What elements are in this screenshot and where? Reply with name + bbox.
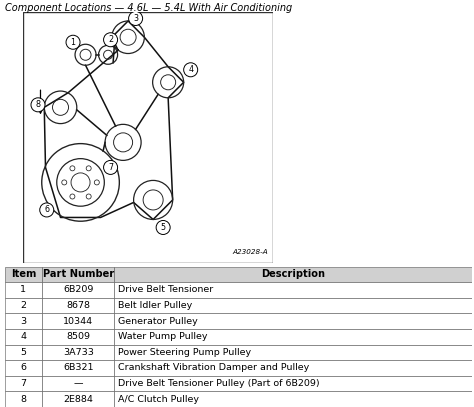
Bar bbox=[114, 298, 472, 313]
Text: 7: 7 bbox=[20, 379, 27, 388]
Text: 3: 3 bbox=[20, 317, 27, 326]
Circle shape bbox=[183, 63, 198, 77]
Text: Part Number: Part Number bbox=[43, 269, 114, 279]
Bar bbox=[42, 282, 114, 298]
Text: 6B321: 6B321 bbox=[63, 363, 93, 372]
Text: A/C Clutch Pulley: A/C Clutch Pulley bbox=[118, 395, 199, 404]
Text: 3A733: 3A733 bbox=[63, 348, 94, 357]
Bar bbox=[5, 360, 42, 376]
Text: Water Pump Pulley: Water Pump Pulley bbox=[118, 332, 208, 341]
Bar bbox=[5, 392, 42, 407]
Circle shape bbox=[156, 221, 170, 234]
Text: Crankshaft Vibration Damper and Pulley: Crankshaft Vibration Damper and Pulley bbox=[118, 363, 310, 372]
Bar bbox=[42, 360, 114, 376]
Text: —: — bbox=[73, 379, 83, 388]
Text: Description: Description bbox=[261, 269, 325, 279]
Text: 8: 8 bbox=[36, 100, 40, 109]
Text: 2: 2 bbox=[20, 301, 27, 310]
Bar bbox=[42, 313, 114, 329]
Text: Generator Pulley: Generator Pulley bbox=[118, 317, 198, 326]
Bar bbox=[114, 329, 472, 345]
Bar bbox=[5, 329, 42, 345]
Bar bbox=[42, 267, 114, 282]
Circle shape bbox=[66, 35, 80, 49]
Text: 8509: 8509 bbox=[66, 332, 90, 341]
Circle shape bbox=[128, 11, 143, 26]
Text: A23028-A: A23028-A bbox=[233, 249, 269, 255]
Bar bbox=[114, 267, 472, 282]
Text: 3: 3 bbox=[133, 14, 138, 23]
Bar bbox=[5, 313, 42, 329]
Bar bbox=[42, 376, 114, 392]
Text: 4: 4 bbox=[188, 65, 193, 74]
Text: 4: 4 bbox=[20, 332, 27, 341]
Text: 1: 1 bbox=[71, 38, 75, 47]
Bar bbox=[114, 313, 472, 329]
Text: Item: Item bbox=[11, 269, 36, 279]
Circle shape bbox=[40, 203, 54, 217]
Text: 6: 6 bbox=[20, 363, 27, 372]
Text: Drive Belt Tensioner Pulley (Part of 6B209): Drive Belt Tensioner Pulley (Part of 6B2… bbox=[118, 379, 320, 388]
Bar bbox=[42, 392, 114, 407]
Bar bbox=[42, 329, 114, 345]
Text: 8: 8 bbox=[20, 395, 27, 404]
Bar bbox=[5, 267, 42, 282]
Text: 8678: 8678 bbox=[66, 301, 90, 310]
Bar bbox=[114, 360, 472, 376]
Text: 2: 2 bbox=[108, 35, 113, 44]
Text: 5: 5 bbox=[161, 223, 166, 232]
Text: 10344: 10344 bbox=[63, 317, 93, 326]
Text: 5: 5 bbox=[20, 348, 27, 357]
Bar bbox=[114, 282, 472, 298]
Text: Drive Belt Tensioner: Drive Belt Tensioner bbox=[118, 285, 213, 295]
Circle shape bbox=[104, 160, 118, 175]
Text: Power Steering Pump Pulley: Power Steering Pump Pulley bbox=[118, 348, 251, 357]
Bar bbox=[114, 345, 472, 360]
Text: 7: 7 bbox=[108, 163, 113, 172]
Bar bbox=[5, 345, 42, 360]
Bar bbox=[42, 345, 114, 360]
Circle shape bbox=[31, 98, 45, 112]
Bar bbox=[5, 298, 42, 313]
Bar bbox=[42, 298, 114, 313]
Bar bbox=[5, 282, 42, 298]
Bar bbox=[5, 376, 42, 392]
Circle shape bbox=[104, 33, 118, 47]
Text: 2E884: 2E884 bbox=[64, 395, 93, 404]
Text: Component Locations — 4.6L — 5.4L With Air Conditioning: Component Locations — 4.6L — 5.4L With A… bbox=[5, 3, 292, 13]
Bar bbox=[114, 376, 472, 392]
Text: 1: 1 bbox=[20, 285, 27, 295]
Text: 6B209: 6B209 bbox=[63, 285, 93, 295]
Bar bbox=[114, 392, 472, 407]
Text: 6: 6 bbox=[44, 206, 49, 214]
Text: Belt Idler Pulley: Belt Idler Pulley bbox=[118, 301, 192, 310]
